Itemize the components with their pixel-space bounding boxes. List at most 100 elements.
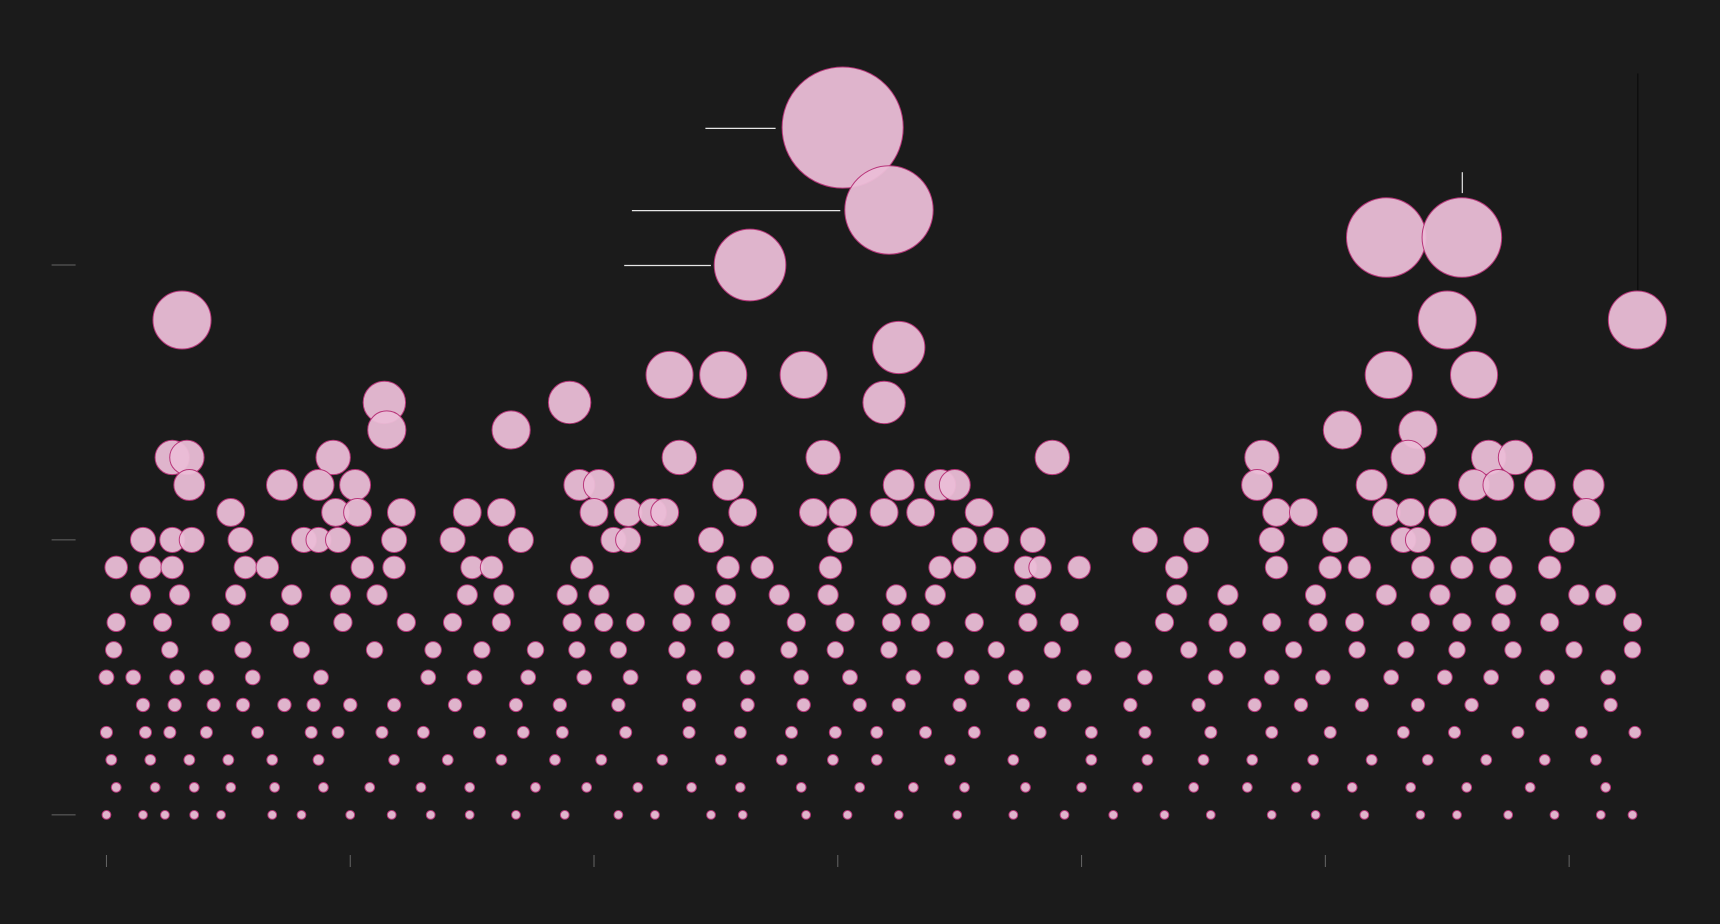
bubble bbox=[169, 669, 186, 686]
bubble bbox=[681, 697, 697, 713]
bubble bbox=[1217, 584, 1239, 606]
bubble bbox=[1007, 669, 1024, 686]
bubble bbox=[1344, 612, 1365, 633]
bubble bbox=[1323, 725, 1337, 739]
bubble bbox=[345, 809, 356, 820]
bubble bbox=[1436, 669, 1453, 686]
bubble bbox=[559, 809, 570, 820]
bubble bbox=[1262, 498, 1292, 527]
bubble bbox=[656, 753, 669, 766]
bubble bbox=[793, 669, 810, 686]
bubble bbox=[576, 669, 593, 686]
bubble bbox=[928, 555, 952, 580]
bubble bbox=[552, 697, 568, 713]
bubble bbox=[266, 468, 298, 501]
bubble bbox=[796, 697, 811, 713]
bubble bbox=[619, 725, 633, 739]
bubble bbox=[1057, 697, 1072, 713]
bubble bbox=[905, 669, 922, 686]
bubble bbox=[1263, 669, 1280, 686]
bubble bbox=[944, 753, 956, 766]
bubble bbox=[964, 612, 984, 633]
bubble bbox=[595, 753, 608, 766]
bubble bbox=[163, 725, 177, 739]
bubble bbox=[1262, 612, 1282, 633]
bubble bbox=[1348, 641, 1366, 659]
bubble bbox=[1524, 781, 1536, 793]
bubble bbox=[1448, 725, 1462, 739]
bubble bbox=[1204, 725, 1218, 739]
bubble bbox=[1138, 725, 1152, 739]
bubble bbox=[466, 669, 483, 686]
bubble bbox=[987, 641, 1005, 659]
bubble bbox=[1538, 753, 1551, 766]
bubble bbox=[101, 809, 112, 820]
bubble bbox=[828, 725, 842, 739]
bubble bbox=[375, 725, 389, 739]
bubble bbox=[125, 669, 142, 686]
bubble bbox=[1076, 669, 1092, 686]
bubble bbox=[775, 753, 788, 766]
bubble bbox=[516, 725, 530, 739]
bubble bbox=[1450, 350, 1499, 400]
bubble bbox=[495, 753, 508, 766]
bubble bbox=[1396, 498, 1426, 527]
bubble bbox=[129, 526, 157, 553]
bubble bbox=[144, 753, 157, 766]
bubble bbox=[713, 228, 787, 302]
bubble bbox=[924, 584, 946, 606]
bubble bbox=[556, 584, 578, 606]
bubble bbox=[1114, 641, 1132, 659]
bubble bbox=[828, 498, 858, 527]
bubble bbox=[1504, 641, 1522, 659]
bubble bbox=[1590, 753, 1602, 766]
bubble bbox=[173, 468, 206, 501]
bubble bbox=[1448, 641, 1466, 659]
bubble bbox=[189, 809, 200, 820]
bubble bbox=[919, 725, 933, 739]
bubble bbox=[686, 669, 702, 686]
bubble bbox=[98, 669, 115, 686]
bubble bbox=[167, 697, 182, 713]
bubble bbox=[1247, 697, 1262, 713]
bubble bbox=[613, 809, 624, 820]
bubble bbox=[1015, 697, 1031, 713]
bubble bbox=[805, 439, 841, 476]
bubble bbox=[129, 584, 152, 606]
bubble bbox=[106, 612, 126, 633]
bubble bbox=[697, 526, 725, 553]
bubble bbox=[105, 753, 118, 766]
bubble bbox=[844, 165, 934, 255]
bubble bbox=[795, 781, 807, 793]
bubble bbox=[854, 781, 866, 793]
bubble bbox=[1464, 697, 1479, 713]
bubble bbox=[304, 725, 318, 739]
bubble bbox=[1067, 555, 1091, 580]
bubble bbox=[1491, 612, 1511, 633]
bubble bbox=[645, 350, 694, 400]
bubble bbox=[343, 697, 358, 713]
bubble bbox=[1480, 753, 1493, 766]
bubble bbox=[1511, 725, 1525, 739]
bubble bbox=[880, 641, 898, 659]
bubble bbox=[1059, 809, 1070, 820]
bubble bbox=[1355, 468, 1388, 501]
bubble bbox=[1489, 555, 1513, 580]
bubble bbox=[1410, 612, 1431, 633]
bubble bbox=[99, 725, 113, 739]
bubble bbox=[826, 753, 839, 766]
bubble bbox=[842, 809, 853, 820]
bubble bbox=[1568, 584, 1590, 606]
bubble bbox=[277, 697, 292, 713]
bubble bbox=[786, 612, 806, 633]
bubble bbox=[1244, 439, 1280, 476]
bubble bbox=[520, 669, 537, 686]
bubble bbox=[1014, 584, 1037, 606]
bubble bbox=[1137, 669, 1153, 686]
bubble bbox=[1191, 697, 1206, 713]
bubble bbox=[750, 555, 775, 580]
bubble bbox=[1159, 809, 1170, 820]
bubble bbox=[699, 350, 748, 400]
bubble bbox=[350, 555, 375, 580]
bubble bbox=[1365, 753, 1378, 766]
